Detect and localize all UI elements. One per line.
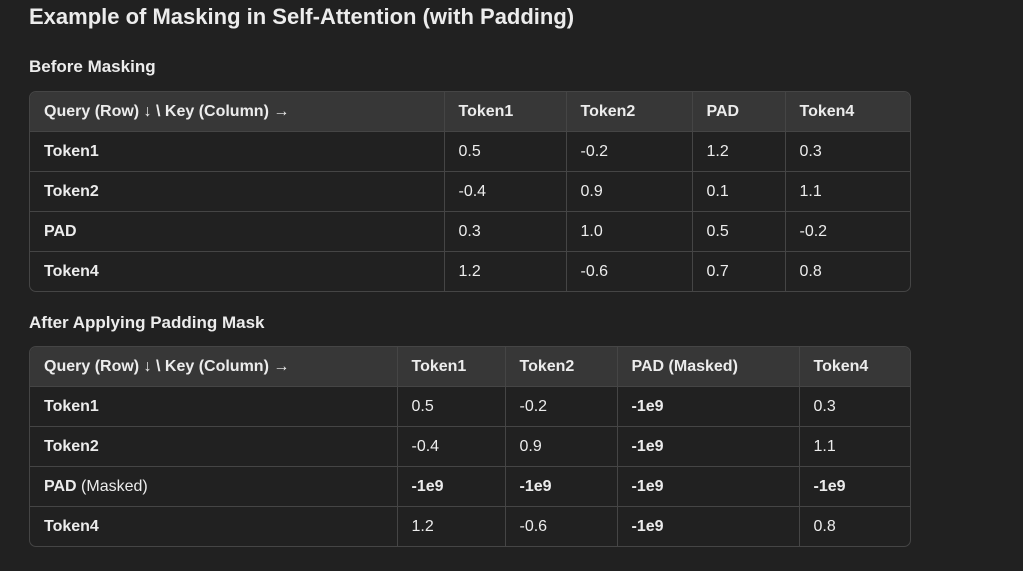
- header-token2: Token2: [505, 347, 618, 387]
- table-row: Token2 -0.4 0.9 -1e9 1.1: [30, 426, 910, 467]
- header-token4: Token4: [785, 92, 910, 132]
- row-label: Token1: [30, 386, 398, 427]
- header-pad: PAD: [692, 92, 786, 132]
- row-label: Token4: [30, 251, 445, 291]
- table-cell: 0.3: [785, 131, 910, 172]
- table-row: PAD (Masked) -1e9 -1e9 -1e9 -1e9: [30, 466, 910, 507]
- table-row: PAD 0.3 1.0 0.5 -0.2: [30, 211, 910, 252]
- header-pad-masked: PAD (Masked): [617, 347, 800, 387]
- header-query-key: Query (Row) ↓ \ Key (Column) →: [30, 347, 398, 387]
- row-label-text: Token2: [44, 437, 99, 455]
- row-label: PAD: [30, 211, 445, 252]
- header-token4: Token4: [799, 347, 910, 387]
- row-label-text: Token4: [44, 517, 99, 535]
- table-cell: 1.2: [444, 251, 567, 291]
- row-label: PAD (Masked): [30, 466, 398, 507]
- table-cell: 0.3: [444, 211, 567, 252]
- table-header-row: Query (Row) ↓ \ Key (Column) → Token1 To…: [30, 347, 910, 387]
- header-query-key: Query (Row) ↓ \ Key (Column) →: [30, 92, 445, 132]
- row-label-suffix: (Masked): [76, 477, 148, 495]
- table-cell: 1.2: [397, 506, 506, 546]
- table-cell: -0.6: [566, 251, 693, 291]
- table-cell: 0.5: [692, 211, 786, 252]
- row-label: Token1: [30, 131, 445, 172]
- after-masking-table: Query (Row) ↓ \ Key (Column) → Token1 To…: [29, 346, 911, 547]
- table-cell: 1.0: [566, 211, 693, 252]
- table-header-row: Query (Row) ↓ \ Key (Column) → Token1 To…: [30, 92, 910, 132]
- row-label-text: PAD: [44, 477, 77, 495]
- masked-cell: -1e9: [505, 466, 618, 507]
- table-cell: 0.3: [799, 386, 910, 427]
- after-masking-heading: After Applying Padding Mask: [29, 313, 265, 332]
- table-cell: -0.2: [505, 386, 618, 427]
- masked-cell: -1e9: [617, 426, 800, 467]
- header-token1: Token1: [444, 92, 567, 132]
- table-row: Token1 0.5 -0.2 -1e9 0.3: [30, 386, 910, 427]
- table-cell: 0.8: [799, 262, 822, 280]
- masked-cell: -1e9: [617, 386, 800, 427]
- table-cell: -0.2: [785, 211, 910, 252]
- header-token1: Token1: [397, 347, 506, 387]
- table-cell: -0.4: [397, 426, 506, 467]
- table-cell: 0.9: [505, 426, 618, 467]
- table-row: Token1 0.5 -0.2 1.2 0.3: [30, 131, 910, 172]
- table-cell: -0.4: [444, 171, 567, 212]
- table-cell: 0.8: [813, 517, 836, 535]
- table-cell: 0.9: [566, 171, 693, 212]
- table-cell: 0.5: [444, 131, 567, 172]
- row-label: Token2: [30, 171, 445, 212]
- row-label: Token2: [30, 426, 398, 467]
- table-cell: 0.7: [692, 251, 786, 291]
- table-row: Token2 -0.4 0.9 0.1 1.1: [30, 171, 910, 212]
- table-cell: -0.2: [566, 131, 693, 172]
- table-row: Token4 1.2 -0.6 0.7 0.8: [30, 251, 910, 291]
- masked-cell: -1e9: [617, 466, 800, 507]
- table-cell: 1.1: [799, 426, 910, 467]
- row-label: Token4: [30, 506, 398, 546]
- table-cell: 1.1: [785, 171, 910, 212]
- table-cell: 0.5: [397, 386, 506, 427]
- page-title: Example of Masking in Self-Attention (wi…: [29, 4, 575, 29]
- header-token2: Token2: [566, 92, 693, 132]
- table-cell: -0.6: [505, 506, 618, 546]
- before-masking-heading: Before Masking: [29, 57, 156, 76]
- table-cell: 1.2: [692, 131, 786, 172]
- masked-cell: -1e9: [397, 466, 506, 507]
- table-cell: 0.1: [692, 171, 786, 212]
- row-label-text: Token1: [44, 397, 99, 415]
- masked-cell: -1e9: [617, 506, 800, 546]
- table-row: Token4 1.2 -0.6 -1e9 0.8: [30, 506, 910, 546]
- before-masking-table: Query (Row) ↓ \ Key (Column) → Token1 To…: [29, 91, 911, 292]
- masked-cell: -1e9: [799, 466, 910, 507]
